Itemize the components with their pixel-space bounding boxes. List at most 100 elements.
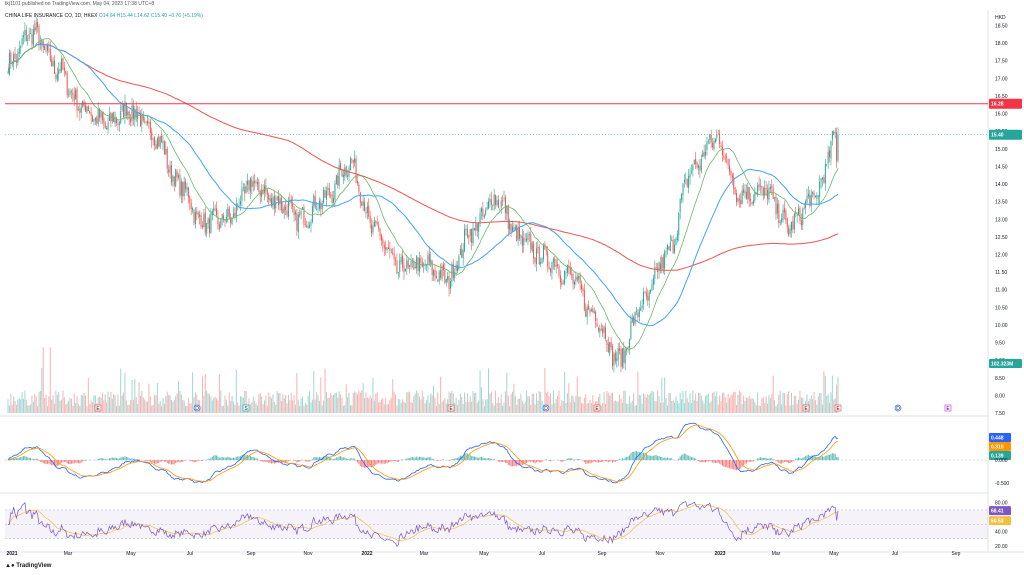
macd-histogram-bar: [28, 457, 30, 461]
macd-histogram-bar: [530, 460, 532, 462]
volume-bar: [614, 400, 616, 413]
candle-body: [747, 186, 749, 199]
time-tick-label: Jul: [539, 551, 545, 557]
volume-bar: [568, 383, 570, 413]
candle-body: [578, 276, 580, 280]
candle-body: [124, 101, 126, 117]
candle-body: [193, 209, 195, 223]
candle-body: [207, 218, 209, 224]
macd-histogram-bar: [409, 458, 411, 461]
candle-body: [100, 112, 102, 118]
volume-bar: [831, 375, 833, 413]
macd-histogram-bar: [58, 460, 60, 466]
macd-histogram-bar: [814, 456, 816, 461]
volume-bar: [822, 404, 823, 413]
candle-body: [220, 219, 222, 228]
candle-body: [238, 205, 240, 206]
macd-histogram-bar: [320, 457, 322, 461]
macd-histogram-bar: [420, 456, 422, 461]
macd-histogram-bar: [524, 460, 526, 464]
candle-body: [59, 68, 61, 71]
candle-body: [125, 102, 127, 116]
volume-bar: [172, 401, 174, 413]
macd-histogram-bar: [190, 460, 192, 462]
volume-bar: [506, 372, 508, 413]
volume-bar: [103, 400, 105, 413]
macd-histogram-bar: [30, 457, 32, 461]
volume-bar: [576, 376, 578, 413]
macd-tick-label: -0.500: [995, 481, 1009, 487]
event-marker-label: E: [595, 406, 599, 412]
macd-histogram-bar: [817, 457, 819, 461]
macd-histogram-bar: [583, 460, 585, 463]
volume-bar: [589, 399, 591, 413]
macd-histogram-bar: [502, 460, 504, 462]
volume-bar: [251, 402, 253, 413]
volume-bar: [283, 398, 285, 413]
macd-histogram-bar: [678, 458, 680, 461]
macd-histogram-bar: [455, 457, 457, 461]
volume-bar: [413, 396, 415, 413]
volume-bar: [764, 402, 766, 413]
volume-bar: [791, 392, 792, 413]
volume-bar: [68, 400, 70, 413]
candle-body: [128, 111, 130, 119]
macd-histogram-bar: [83, 460, 85, 461]
volume-bar: [258, 394, 260, 413]
macd-histogram-bar: [261, 460, 263, 462]
candle-body: [231, 218, 233, 225]
candle-body: [476, 224, 478, 231]
macd-histogram-bar: [120, 457, 122, 461]
volume-bar: [720, 401, 722, 413]
macd-histogram-bar: [538, 460, 540, 463]
volume-bar: [671, 401, 673, 413]
volume-bar: [592, 395, 594, 413]
volume-bar: [544, 368, 546, 413]
volume-bar: [526, 390, 528, 413]
macd-histogram-bar: [411, 457, 413, 461]
volume-bar: [676, 400, 678, 413]
macd-histogram-bar: [224, 457, 226, 461]
price-tick-label: 12.50: [995, 235, 1008, 241]
candle-body: [590, 309, 592, 312]
candle-body: [730, 171, 732, 176]
macd-histogram-bar: [396, 460, 398, 462]
candle-body: [145, 121, 147, 123]
macd-histogram-bar: [345, 458, 347, 461]
candle-body: [37, 21, 39, 28]
volume-bar: [648, 395, 650, 413]
macd-histogram-bar: [209, 459, 211, 461]
macd-histogram-bar: [596, 460, 598, 463]
candle-body: [428, 253, 430, 263]
candle-body: [686, 179, 688, 187]
candle-body: [190, 203, 192, 209]
macd-histogram-bar: [648, 455, 650, 461]
candle-body: [674, 244, 676, 253]
close-value: C15.40: [150, 13, 168, 19]
volume-bar: [386, 404, 388, 413]
candle-body: [382, 239, 384, 245]
volume-bar: [186, 406, 188, 413]
macd-histogram-bar: [406, 458, 408, 461]
macd-histogram-bar: [62, 460, 64, 463]
volume-bar: [390, 397, 392, 413]
volume-bar: [819, 392, 821, 413]
candle-body: [108, 114, 110, 121]
candle-body: [340, 163, 342, 170]
macd-histogram-bar: [698, 460, 699, 461]
volume-bar: [768, 394, 770, 413]
candle-body: [731, 174, 733, 179]
candle-body: [441, 265, 443, 279]
macd-histogram-bar: [351, 458, 353, 461]
tradingview-brand[interactable]: ▲● TradingView: [5, 563, 51, 569]
candle-body: [695, 158, 697, 165]
volume-bar: [489, 393, 491, 413]
candle-body: [550, 268, 552, 273]
volume-bar: [237, 402, 239, 413]
volume-bar: [520, 393, 522, 413]
volume-bar: [476, 402, 478, 413]
candle-body: [117, 123, 119, 125]
volume-bar: [372, 377, 374, 413]
candle-body: [426, 264, 428, 266]
